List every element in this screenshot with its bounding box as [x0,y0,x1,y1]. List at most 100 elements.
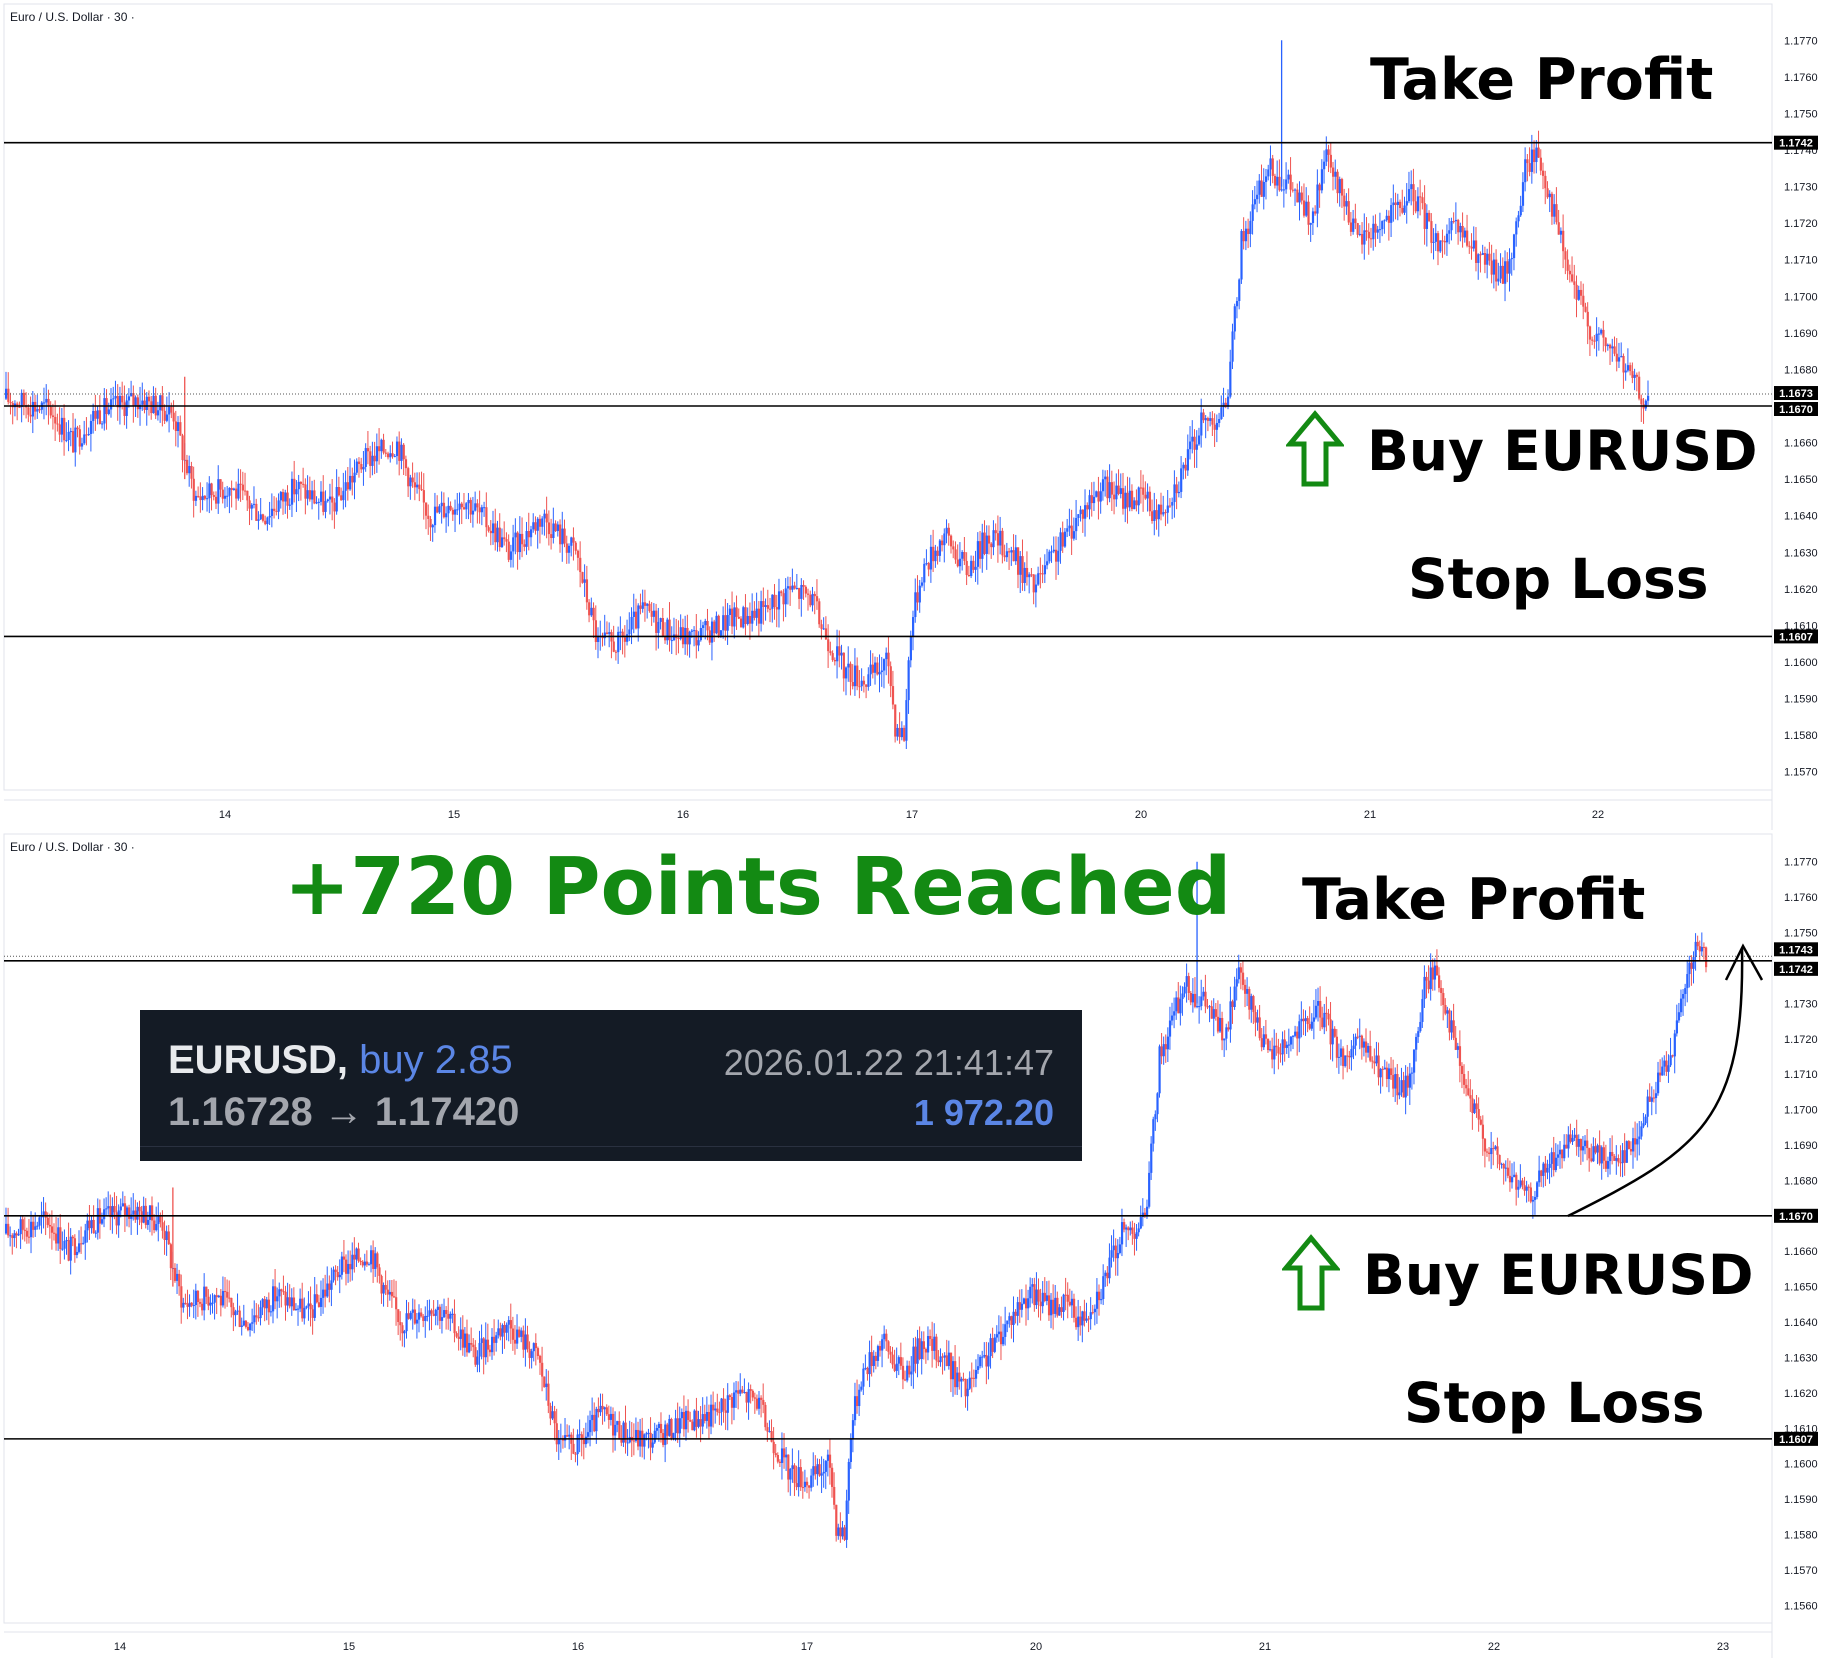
y-tick-label: 1.1580 [1784,1529,1818,1541]
candle-body [1068,525,1071,529]
candle-body [737,616,740,619]
candle-body [1215,422,1219,430]
candle-body [38,409,41,411]
candle-body [1168,1020,1172,1037]
plot-frame [3,833,1773,1624]
candle-body [840,652,843,656]
candle-body [413,1309,417,1324]
candle-body [1519,205,1522,216]
candle-body [1528,163,1531,172]
candle-body [65,440,68,442]
candle-body [1402,1080,1405,1098]
y-tick-label: 1.1690 [1784,328,1818,340]
candle-body [1454,1037,1457,1050]
candle-body [584,1436,588,1445]
candle-body [778,1461,782,1463]
candle-body [1540,1170,1543,1176]
candle-body [184,1302,187,1304]
candle-body [98,410,102,424]
candle-body [1558,1149,1562,1155]
candle-body [1186,449,1189,471]
x-tick-label: 20 [1135,809,1147,821]
candle-body [1598,1145,1601,1164]
candle-body [168,406,171,415]
candle-body [758,1397,761,1409]
candle-body [844,667,848,679]
candle-body [931,1338,934,1351]
candle-body [1118,1244,1122,1253]
candle-body [107,1206,110,1209]
candle-body [724,615,727,631]
candle-body [274,1286,277,1302]
candle-body [1023,567,1026,583]
candle-body [943,1355,946,1358]
candle-body [1613,346,1616,354]
candle-body [744,607,747,625]
candle-body [1260,1038,1263,1048]
candle-body [1271,158,1274,176]
price-label-text: 1.1607 [1779,631,1813,643]
candle-body [23,1229,26,1231]
candle-body [1586,311,1589,327]
candle-body [432,1313,435,1316]
trade-result-box: EURUSD, buy 2.85 1.16728 → 1.17420 2026.… [140,1010,1082,1161]
candle-body [84,1230,87,1243]
candle-body [326,499,329,502]
candle-body [308,490,312,500]
candle-body [1061,532,1064,547]
candle-body [820,1473,823,1476]
candle-body [397,1309,400,1323]
candle-body [995,1334,998,1338]
candle-body [332,1269,335,1281]
candle-body [404,459,408,469]
candle-body [1629,365,1632,372]
candle-body [1354,218,1357,224]
candle-body [782,593,785,605]
candle-body [582,1439,585,1445]
candle-body [922,1341,925,1349]
candle-body [1562,230,1565,252]
candle-body [211,1302,214,1304]
candle-body [268,515,271,518]
candle-body [554,523,557,532]
candle-body [142,1205,145,1223]
candle-body [121,1203,125,1207]
candle-body [831,653,834,660]
candle-body [1498,1154,1501,1165]
candle-body [526,1334,529,1349]
candle-body [1546,1167,1549,1173]
candle-body [1564,251,1567,260]
symbol-label: Euro / U.S. Dollar · 30 · [10,10,135,24]
candle-body [284,1291,287,1306]
candle-body [945,1355,948,1367]
candle-body [1521,1180,1524,1186]
candle-body [447,505,450,514]
candle-body [194,495,198,501]
candle-body [999,530,1002,546]
candle-body [141,400,144,405]
candle-body [443,1310,446,1318]
candle-body [302,483,305,485]
candle-body [997,1331,1001,1335]
y-tick-label: 1.1640 [1784,511,1818,523]
candle-body [1492,259,1496,275]
candle-body [1222,402,1225,408]
candle-body [199,496,202,501]
candle-body [1661,1066,1664,1076]
trade-side: buy 2.85 [359,1038,513,1082]
candle-body [1100,1299,1103,1301]
candle-body [1057,550,1060,562]
candle-body [476,1356,479,1365]
candle-body [529,529,533,538]
candle-body [1642,1123,1645,1127]
y-tick-label: 1.1640 [1784,1317,1818,1329]
candle-body [666,1424,669,1436]
candle-body [983,1354,986,1357]
candle-body [1106,1272,1109,1279]
candle-body [398,441,401,461]
candle-body [374,1253,377,1269]
candle-body [611,1413,615,1436]
candle-body [1294,189,1297,191]
candle-body [1279,1053,1282,1055]
candle-body [1696,941,1699,947]
